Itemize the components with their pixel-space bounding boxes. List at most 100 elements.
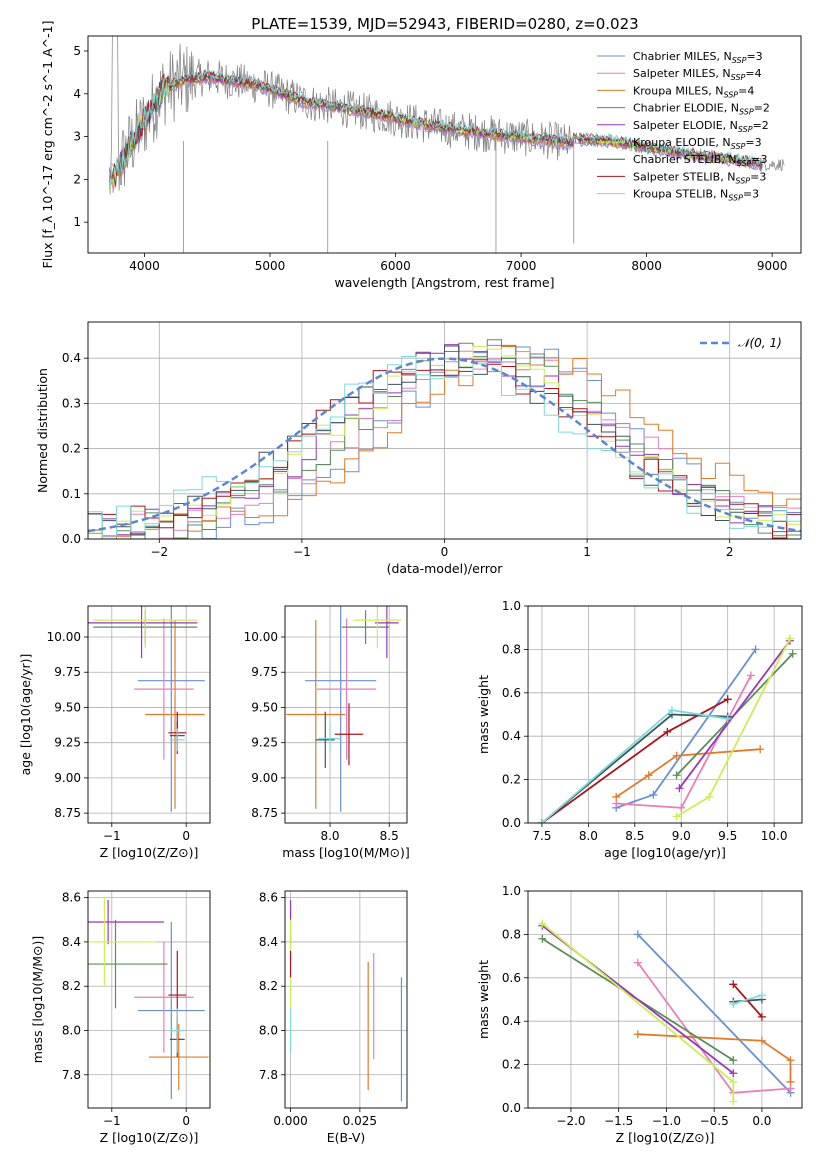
weight-point-marker — [729, 980, 738, 989]
y-tick-label: 8.2 — [62, 979, 81, 993]
axes-frame-group: −2 −1 0 1 2 0.0 0.1 0.2 0.3 0.4 (data-model)/error… — [35, 321, 802, 576]
weight-point-marker — [751, 645, 760, 654]
legend-subscript: SSP — [738, 125, 753, 134]
weight-point-marker — [757, 991, 766, 1000]
weight-series-line — [733, 994, 763, 1005]
weight-point-marker — [672, 771, 681, 780]
weight-point-marker — [729, 1056, 738, 1065]
age-vs-metallicity-panel: −1 0 8.75 9.00 9.25 9.50 9.75 10.00 Z [log10(Z/Z… — [18, 605, 211, 860]
y-tick-label: 9.00 — [54, 771, 81, 785]
x-tick-label: −1 — [103, 829, 121, 843]
y-tick-label: 0.4 — [502, 729, 521, 743]
y-tick-label: 8.4 — [62, 935, 81, 949]
y-tick-label: 8.75 — [54, 806, 81, 820]
x-tick-label: 6000 — [380, 259, 411, 273]
plot-area — [289, 899, 403, 1102]
legend-name: Salpeter STELIB, N — [633, 170, 735, 183]
x-tick-label: 8.0 — [320, 829, 339, 843]
legend-label: Salpeter ELODIE, NSSP=2 — [633, 119, 769, 134]
x-tick-label: −0.5 — [700, 1114, 729, 1128]
age-vs-mass-panel: 8.0 8.5 8.75 9.00 9.25 9.50 9.75 10.00 mass [log… — [244, 605, 410, 860]
y-tick-label: 8.0 — [62, 1024, 81, 1038]
axes-frame-group: 7.5 8.0 8.5 9.0 9.5 10.0 0.0 0.2 0.4 0.6 0.8 1.0 age… — [476, 599, 803, 860]
y-tick-label: 0.0 — [502, 816, 521, 830]
y-tick-label: 8.2 — [259, 979, 278, 993]
weight-point-marker — [612, 792, 621, 801]
x-tick-label: 0 — [182, 829, 190, 843]
x-tick-label: −2 — [150, 545, 168, 559]
legend-subscript: SSP — [732, 56, 747, 65]
weight-point-marker — [677, 803, 686, 812]
x-tick-label: −1 — [293, 545, 311, 559]
weight-point-marker — [729, 1069, 738, 1078]
figure-title: PLATE=1539, MJD=52943, FIBERID=0280, z=0… — [251, 15, 638, 33]
gaussian-reference-curve — [88, 357, 801, 533]
legend-name: Kroupa ELODIE, N — [633, 136, 731, 149]
y-tick-label: 8.4 — [259, 935, 278, 949]
weight-point-marker — [786, 1077, 795, 1086]
axes-frame — [87, 890, 211, 1109]
x-tick-label: 0 — [182, 1114, 190, 1128]
y-tick-label: 0.4 — [502, 1014, 521, 1028]
y-tick-label: 9.25 — [251, 736, 278, 750]
y-tick-label: 7.8 — [62, 1068, 81, 1082]
x-axis-label: mass [log10(M/M⊙)] — [282, 845, 410, 860]
weight-vs-metallicity-panel: −2.0 −1.5 −1.0 −0.5 0.0 0.0 0.2 0.4 0.6 0.8 1.0 Z [… — [476, 884, 803, 1145]
y-tick-label: 8.6 — [62, 891, 81, 905]
legend-name: Salpeter ELODIE, N — [633, 119, 738, 132]
axes-frame-group: −1 0 8.75 9.00 9.25 9.50 9.75 10.00 Z [log10(Z/Z… — [18, 605, 211, 860]
x-tick-label: 0 — [441, 545, 449, 559]
axes-frame — [87, 35, 802, 254]
residual-histogram-step — [88, 359, 801, 539]
x-axis-label: Z [log10(Z/Z⊙)] — [100, 1130, 199, 1145]
legend-label: Chabrier STELIB, NSSP=3 — [633, 153, 767, 168]
model-spectrum-line — [108, 69, 763, 180]
legend-name: Kroupa STELIB, N — [633, 188, 728, 201]
y-tick-label: 5 — [73, 44, 81, 58]
legend-label: Kroupa STELIB, NSSP=3 — [633, 188, 759, 203]
axes-frame-group: 4000 5000 6000 7000 8000 9000 1 2 3 4 5 wavelength … — [40, 21, 802, 290]
y-tick-label: 0.1 — [62, 487, 81, 501]
weight-point-marker — [633, 958, 642, 967]
legend-label: Salpeter STELIB, NSSP=3 — [633, 170, 766, 185]
weight-point-marker — [746, 671, 755, 680]
legend-nssp: =3 — [746, 50, 762, 63]
plot-area — [88, 606, 205, 812]
legend-name: Chabrier MILES, N — [633, 50, 732, 63]
weight-point-marker — [757, 1036, 766, 1045]
y-axis-label: mass weight — [476, 675, 491, 754]
axes-frame — [527, 890, 803, 1109]
legend-nssp: =3 — [750, 170, 766, 183]
legend-subscript: SSP — [731, 142, 746, 151]
legend-subscript: SSP — [723, 90, 738, 99]
weight-point-marker — [538, 934, 547, 943]
weight-point-marker — [537, 819, 546, 823]
x-axis-label: E(B-V) — [327, 1130, 366, 1145]
y-tick-label: 1 — [73, 215, 81, 229]
spectrum-panel: 4000 5000 6000 7000 8000 9000 1 2 3 4 5 wavelength … — [40, 21, 802, 290]
y-tick-label: 1.0 — [502, 884, 521, 898]
legend-name: Chabrier ELODIE, N — [633, 102, 739, 115]
weight-point-marker — [649, 790, 658, 799]
y-tick-label: 9.75 — [54, 665, 81, 679]
x-tick-label: 7.5 — [532, 829, 551, 843]
y-tick-label: 1.0 — [502, 599, 521, 613]
y-tick-label: 0.6 — [502, 686, 521, 700]
x-tick-label: 8.5 — [625, 829, 644, 843]
y-tick-label: 9.75 — [251, 665, 278, 679]
y-tick-label: 0.4 — [62, 351, 81, 365]
legend-name: Kroupa MILES, N — [633, 84, 723, 97]
x-tick-label: 10.0 — [761, 829, 788, 843]
x-tick-label: 0.000 — [273, 1114, 307, 1128]
weight-point-marker — [644, 771, 653, 780]
weight-point-marker — [672, 812, 681, 821]
mass-vs-ebv-panel: 0.000 0.025 7.8 8.0 8.2 8.4 8.6 E(B-V) — [259, 890, 408, 1145]
weight-point-marker — [672, 751, 681, 760]
weight-point-marker — [729, 1077, 738, 1086]
y-axis-label: age [log10(age/yr)] — [18, 654, 33, 776]
weight-point-marker — [756, 745, 765, 754]
x-tick-label: 5000 — [255, 259, 286, 273]
legend-subscript: SSP — [737, 159, 752, 168]
legend-nssp: =2 — [753, 119, 769, 132]
